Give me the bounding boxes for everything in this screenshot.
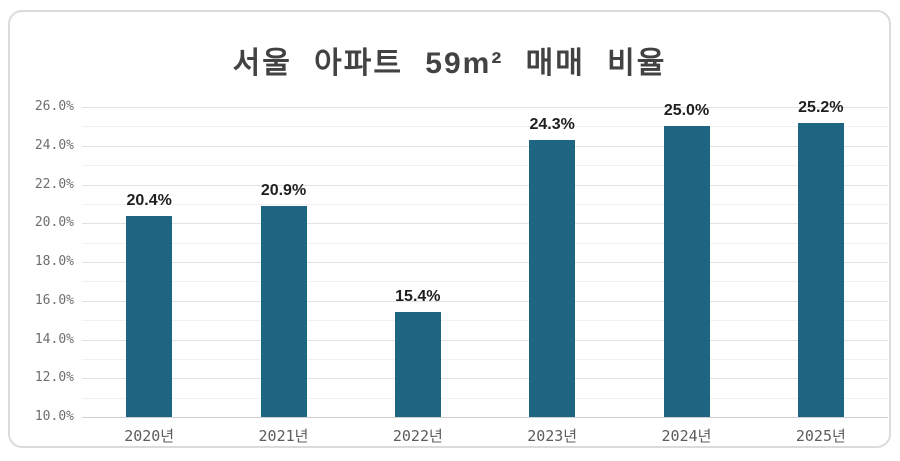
bar-value-label: 25.2% xyxy=(798,98,844,116)
gridline-minor xyxy=(82,397,888,399)
y-tick-label: 22.0% xyxy=(34,176,74,192)
gridline-major xyxy=(82,300,888,302)
gridline-major xyxy=(82,184,888,186)
y-tick-label: 20.0% xyxy=(34,215,74,231)
y-tick-label: 18.0% xyxy=(34,254,74,269)
y-tick-label: 24.0% xyxy=(34,137,74,153)
gridline-minor xyxy=(82,358,888,360)
x-tick-label: 2025년 xyxy=(795,427,846,445)
plot-area: 20.4% 20.9% 15.4% 24.3% 25.0% 25.2% xyxy=(82,99,888,418)
bar-2024년 xyxy=(663,126,710,417)
bar-2023년 xyxy=(529,139,576,417)
y-tick-label: 14.0% xyxy=(34,331,74,347)
bar-value-label: 24.3% xyxy=(529,115,575,133)
x-axis-line xyxy=(82,417,888,418)
bar-value-label: 15.4% xyxy=(395,288,441,306)
gridline-minor xyxy=(82,281,888,283)
x-tick-label: 2022년 xyxy=(392,427,443,445)
bar-value-label: 25.0% xyxy=(663,102,710,120)
x-tick-label: 2020년 xyxy=(124,427,175,445)
y-tick-label: 10.0% xyxy=(34,409,74,424)
bar-2020년 xyxy=(126,215,173,417)
bar-value-label: 20.9% xyxy=(260,181,307,199)
bar-2021년 xyxy=(260,205,307,417)
chart-card: 서울 아파트 59m² 매매 비율 20.4% 20.9% 15.4% 24.3% 25… xyxy=(8,10,891,448)
gridline-major xyxy=(82,378,888,380)
gridline-minor xyxy=(82,165,888,167)
gridline-major xyxy=(82,339,888,341)
bar-2025년 xyxy=(797,122,844,417)
gridline-minor xyxy=(82,320,888,322)
x-tick-label: 2021년 xyxy=(258,427,309,445)
bar-value-label: 20.4% xyxy=(126,191,172,209)
gridline-major xyxy=(82,107,888,108)
chart-title: 서울 아파트 59m² 매매 비율 xyxy=(232,47,667,80)
gridline-minor xyxy=(82,203,888,205)
x-tick-label: 2023년 xyxy=(527,427,578,445)
y-tick-label: 16.0% xyxy=(34,292,74,308)
x-tick-label: 2024년 xyxy=(661,427,712,445)
gridline-minor xyxy=(82,242,888,244)
y-tick-label: 26.0% xyxy=(34,99,74,114)
y-tick-label: 12.0% xyxy=(34,370,74,386)
gridline-minor xyxy=(82,126,888,128)
gridline-major xyxy=(82,223,888,225)
gridline-major xyxy=(82,262,888,263)
gridline-major xyxy=(82,145,888,147)
bar-2022년 xyxy=(394,312,441,417)
